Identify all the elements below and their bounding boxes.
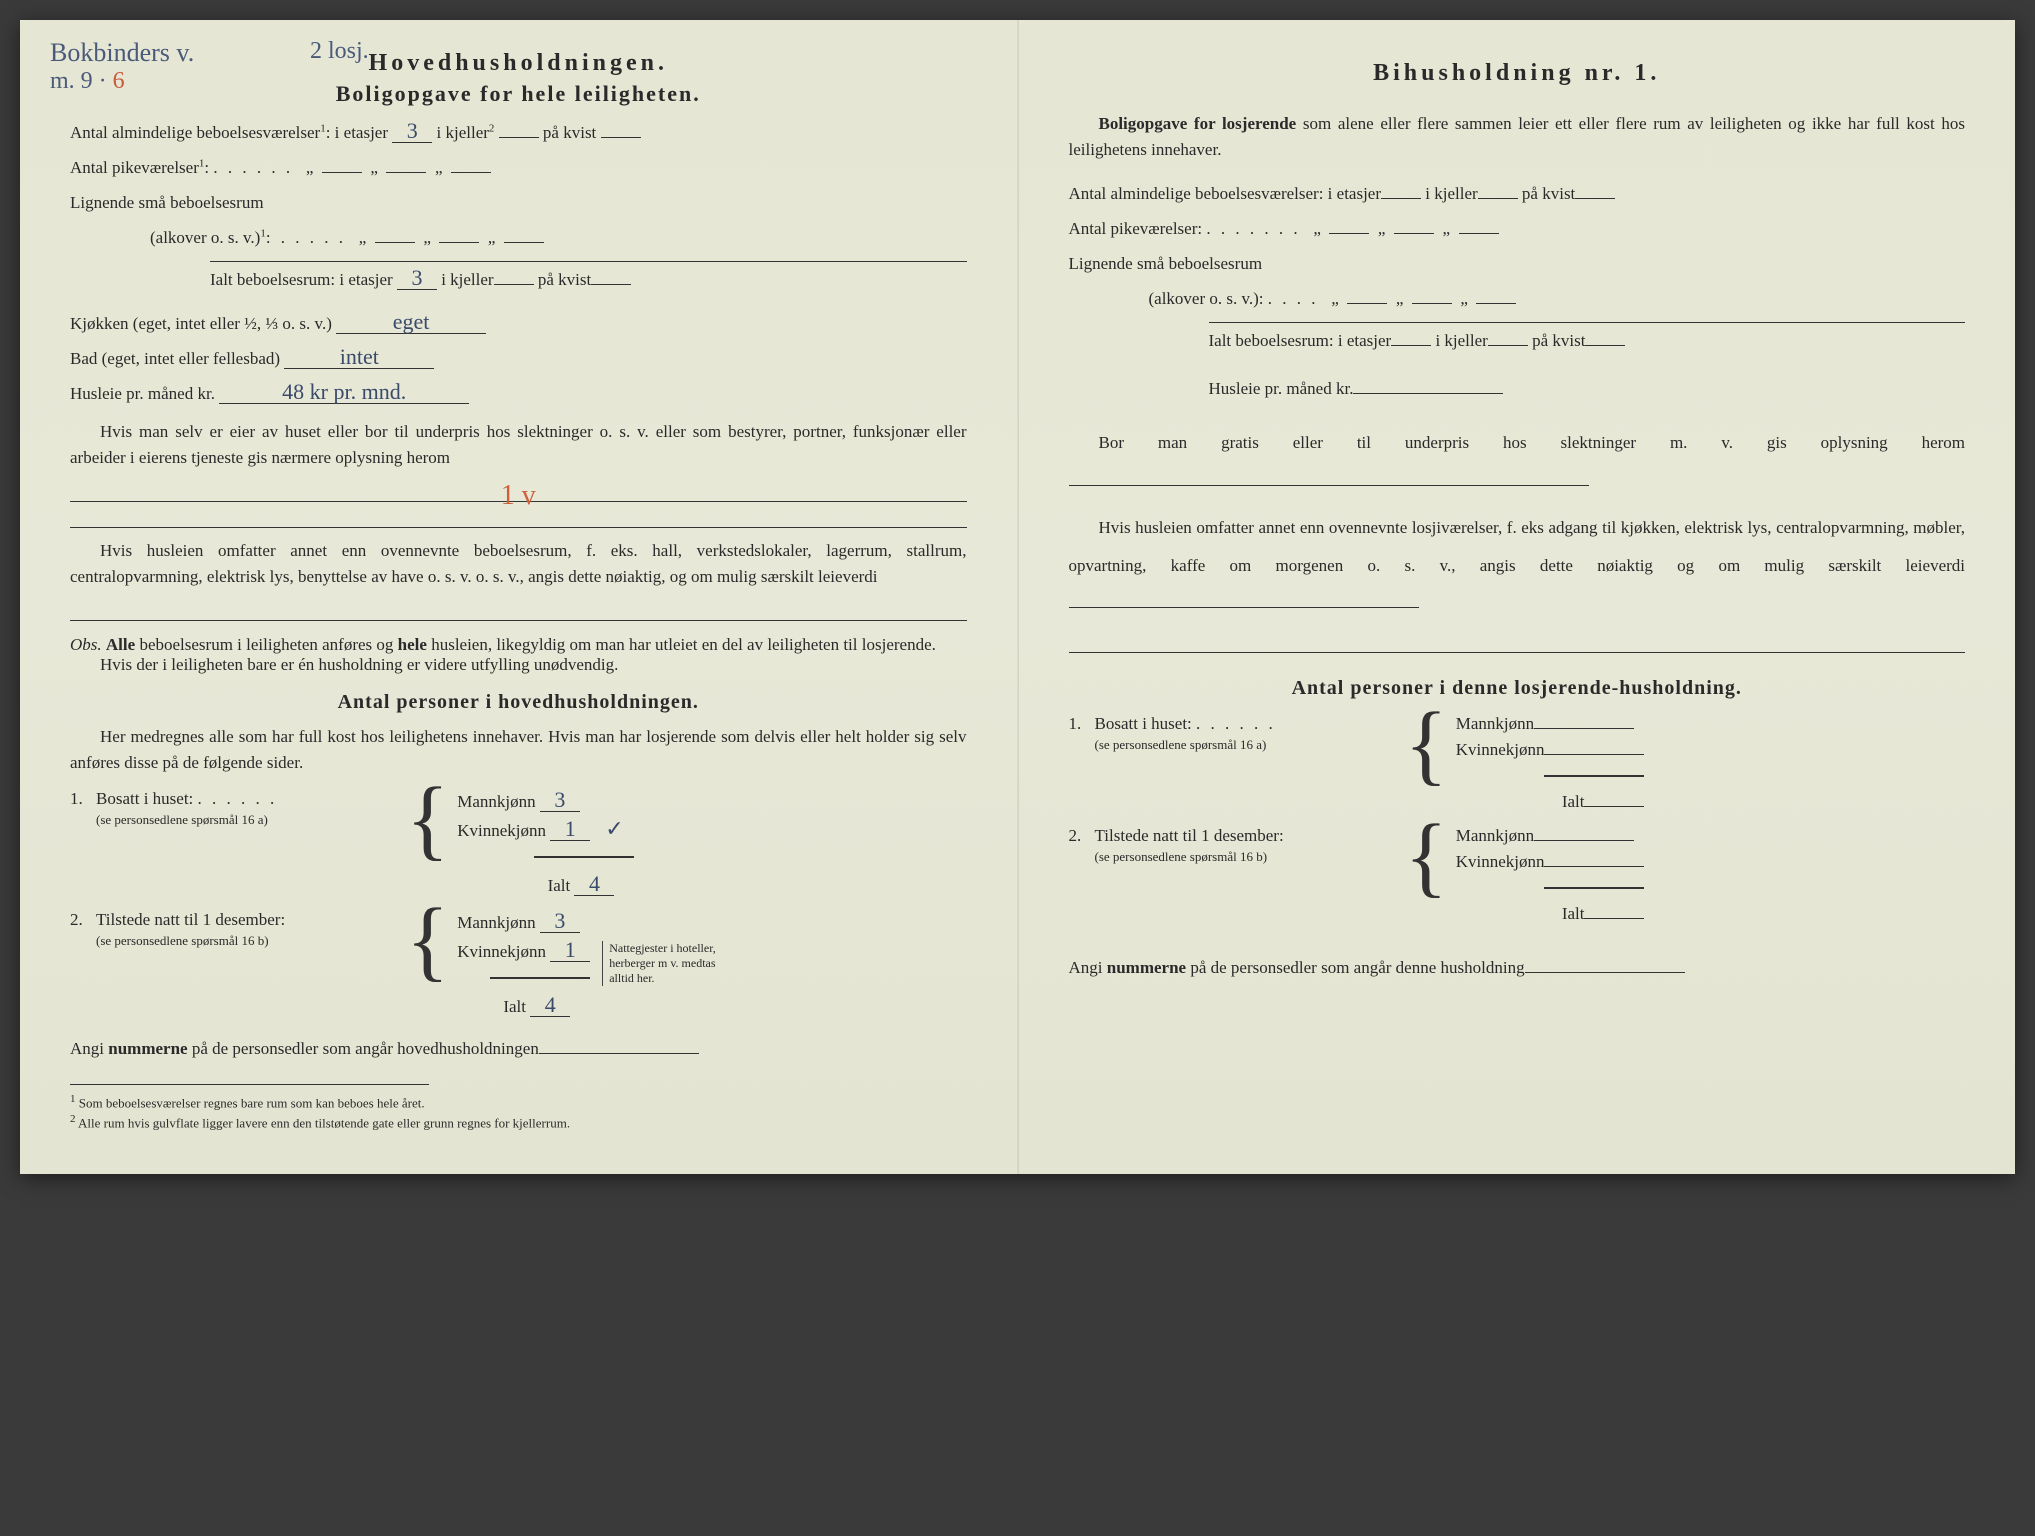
- field-kvist: [601, 137, 641, 138]
- r-row3b: (alkover o. s. v.): . . . . „ „ „: [1149, 285, 1966, 314]
- r-para1: Bor man gratis eller til underpris hos s…: [1069, 424, 1966, 499]
- q1-mann: 3: [540, 789, 580, 812]
- r-row3a: Lignende små beboelsesrum: [1069, 250, 1966, 279]
- blank-line-1: 1 v: [70, 480, 967, 502]
- para-husleie-omf: Hvis husleien omfatter annet enn ovennev…: [70, 538, 967, 589]
- q1-ialt: 4: [574, 873, 614, 896]
- row-alkover-label: Lignende små beboelsesrum: [70, 189, 967, 218]
- q2-row: 2. Tilstede natt til 1 desember: (se per…: [70, 910, 967, 1017]
- q2-kvinne: 1: [550, 939, 590, 962]
- handwriting-corner-2: m. 9 · 6: [50, 68, 125, 95]
- brace-icon: {: [406, 900, 449, 981]
- right-page: Bihusholdning nr. 1. Boligopgave for los…: [1018, 20, 2016, 1174]
- brace-icon: {: [1405, 704, 1448, 785]
- q2-ialt: 4: [530, 994, 570, 1017]
- footnote-1: 1 Som beboelsesværelser regnes bare rum …: [70, 1093, 967, 1111]
- section-personer-intro: Her medregnes alle som har full kost hos…: [70, 724, 967, 775]
- field-etasjer: 3: [392, 120, 432, 143]
- right-title: Bihusholdning nr. 1.: [1069, 60, 1966, 87]
- handwriting-corner-1: Bokbinders v.: [50, 38, 194, 68]
- r-row2: Antal pikeværelser: . . . . . . . „ „ „: [1069, 215, 1966, 244]
- row-pikevaerelser: Antal pikeværelser1: . . . . . . „ „ „: [70, 154, 967, 183]
- obs-block: Obs. Alle beboelsesrum i leiligheten anf…: [70, 635, 967, 675]
- document-spread: Bokbinders v. m. 9 · 6 2 losj. Hovedhush…: [20, 20, 2015, 1174]
- r-blank-1: [1069, 631, 1966, 653]
- r-section-title: Antal personer i denne losjerende-hushol…: [1069, 677, 1966, 700]
- left-title-2: Boligopgave for hele leiligheten.: [70, 81, 967, 107]
- q1-row: 1. Bosatt i huset: . . . . . . (se perso…: [70, 789, 967, 896]
- para-eier: Hvis man selv er eier av huset eller bor…: [70, 419, 967, 470]
- r-row4: Ialt beboelsesrum: i etasjer i kjeller p…: [1209, 322, 1966, 356]
- handwriting-corner-3: 2 losj.: [310, 38, 369, 65]
- section-personer-title: Antal personer i hovedhusholdningen.: [70, 691, 967, 714]
- r-para2: Hvis husleien omfatter annet enn ovennev…: [1069, 509, 1966, 621]
- angi-line: Angi nummerne på de personsedler som ang…: [70, 1035, 967, 1064]
- row-bedrooms: Antal almindelige beboelsesværelser1: i …: [70, 119, 967, 148]
- row-ialt-rooms: Ialt beboelsesrum: i etasjer 3 i kjeller…: [210, 261, 967, 295]
- row-alkover: (alkover o. s. v.)1: . . . . . „ „ „: [150, 224, 967, 253]
- left-title-1: Hovedhusholdningen.: [70, 50, 967, 77]
- blank-line-3: [70, 599, 967, 621]
- obs-text-1: Alle beboelsesrum i leiligheten anføres …: [106, 635, 936, 654]
- footnote-rule: [70, 1084, 429, 1091]
- left-page: Bokbinders v. m. 9 · 6 2 losj. Hovedhush…: [20, 20, 1018, 1174]
- field-bad: intet: [284, 346, 434, 369]
- q2-sidenote: Nattegjester i hoteller, herberger m v. …: [602, 941, 732, 986]
- r-row5: Husleie pr. måned kr.: [1209, 375, 1966, 404]
- right-intro: Boligopgave for losjerende som alene ell…: [1069, 111, 1966, 162]
- row-husleie: Husleie pr. måned kr. 48 kr pr. mnd.: [70, 380, 967, 409]
- footnote-2: 2 Alle rum hvis gulvflate ligger lavere …: [70, 1113, 967, 1131]
- r-row1: Antal almindelige beboelsesværelser: i e…: [1069, 180, 1966, 209]
- field-kjeller: [499, 137, 539, 138]
- row-kjokken: Kjøkken (eget, intet eller ½, ⅓ o. s. v.…: [70, 310, 967, 339]
- q1-kvinne: 1: [550, 818, 590, 841]
- r-angi: Angi nummerne på de personsedler som ang…: [1069, 954, 1966, 983]
- brace-icon: {: [406, 779, 449, 860]
- row-bad: Bad (eget, intet eller fellesbad) intet: [70, 345, 967, 374]
- red-mark: 1 v: [501, 480, 536, 511]
- obs-text-2: Hvis der i leiligheten bare er én hushol…: [70, 655, 967, 675]
- r-q2: 2. Tilstede natt til 1 desember: (se per…: [1069, 826, 1966, 924]
- field-ialt-etasjer: 3: [397, 267, 437, 290]
- brace-icon: {: [1405, 816, 1448, 897]
- r-q1: 1. Bosatt i huset: . . . . . . (se perso…: [1069, 714, 1966, 812]
- q2-mann: 3: [540, 910, 580, 933]
- field-husleie: 48 kr pr. mnd.: [219, 381, 469, 404]
- field-kjokken: eget: [336, 311, 486, 334]
